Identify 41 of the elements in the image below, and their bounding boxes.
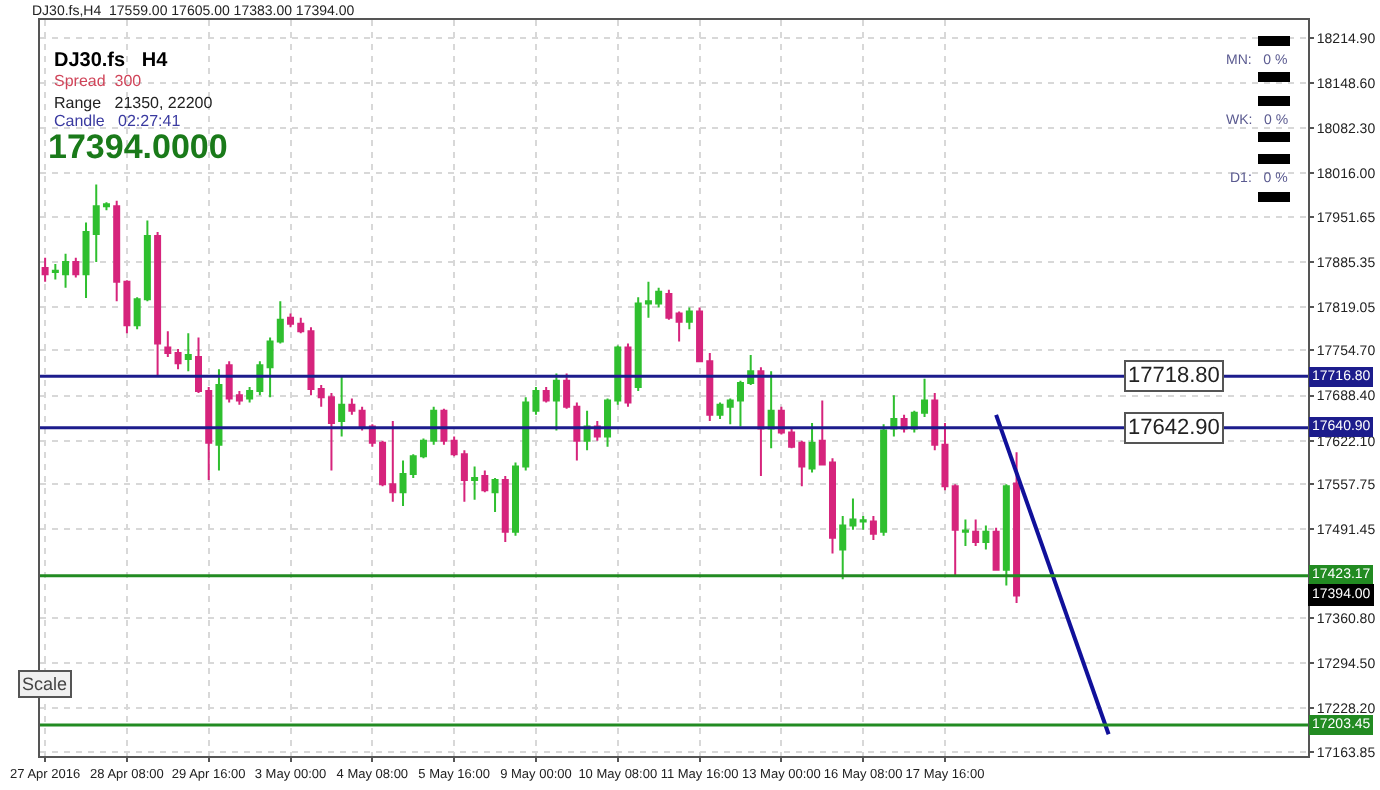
annotation: 17642.90 xyxy=(1128,416,1220,440)
candlestick xyxy=(880,423,888,537)
candlestick xyxy=(481,469,489,494)
candlestick xyxy=(675,310,683,343)
candlestick xyxy=(471,465,479,501)
candlestick xyxy=(859,515,867,531)
candlestick xyxy=(982,524,990,551)
candlestick xyxy=(665,288,673,321)
candlestick xyxy=(154,231,162,378)
annotation: Candle 02:27:41 xyxy=(54,112,182,130)
candlestick xyxy=(992,526,1000,571)
candlestick xyxy=(624,342,632,408)
candlestick xyxy=(757,366,765,477)
annotation: Scale xyxy=(22,674,68,694)
candlestick xyxy=(961,518,969,547)
candlestick xyxy=(164,330,172,359)
candlestick xyxy=(41,256,49,283)
candlestick xyxy=(348,397,356,416)
candlestick xyxy=(685,306,693,331)
candlestick xyxy=(184,332,192,373)
annotation: 17718.80 xyxy=(1128,364,1220,388)
candlestick xyxy=(440,407,448,446)
candlestick xyxy=(1002,483,1010,587)
annotation: Range 21350, 22200 xyxy=(54,94,214,112)
candlestick xyxy=(174,347,182,371)
annotation: Spread 300 xyxy=(54,72,143,90)
candlestick xyxy=(542,385,550,404)
candlestick xyxy=(338,375,346,438)
candlestick xyxy=(951,483,959,577)
candlestick xyxy=(767,370,775,450)
candlestick xyxy=(808,422,816,474)
candlestick xyxy=(501,475,509,543)
candlestick xyxy=(869,515,877,541)
candlestick xyxy=(215,368,223,472)
candlestick xyxy=(972,518,980,547)
candlestick xyxy=(1013,451,1021,605)
candlestick xyxy=(491,477,499,514)
annotation: 17394.0000 xyxy=(48,128,228,166)
candlestick xyxy=(72,256,80,279)
annotation: DJ30.fs H4 xyxy=(54,50,169,72)
candlestick xyxy=(552,372,560,432)
